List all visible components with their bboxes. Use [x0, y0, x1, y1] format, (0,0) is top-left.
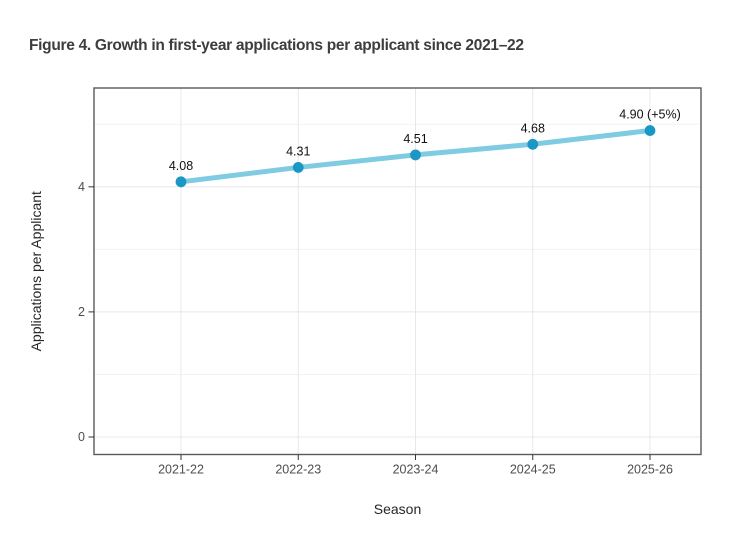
data-point: [292, 162, 304, 173]
x-tick-label: 2024-25: [510, 463, 556, 477]
data-point: [410, 149, 421, 161]
x-tick-label: 2023-24: [393, 463, 439, 477]
x-tick-label: 2025-26: [627, 463, 673, 477]
data-point-label: 4.90 (+5%): [619, 108, 681, 122]
data-point-label: 4.31: [286, 144, 310, 158]
figure-title: Figure 4. Growth in first-year applicati…: [29, 37, 524, 54]
x-axis-title: Season: [374, 501, 421, 517]
y-tick-label: 0: [78, 430, 85, 444]
data-point: [527, 138, 539, 150]
y-tick-label: 4: [78, 180, 85, 194]
data-point-label: 4.51: [403, 132, 427, 146]
x-tick-label: 2022-23: [275, 463, 321, 477]
plot-panel: [94, 88, 701, 455]
data-point: [644, 125, 656, 136]
plot-panel-border: [93, 87, 702, 456]
x-tick-label: 2021-22: [158, 463, 204, 477]
y-tick-label: 2: [78, 305, 85, 319]
data-point-label: 4.68: [521, 121, 545, 135]
data-point: [175, 176, 187, 188]
data-point-label: 4.08: [169, 159, 193, 173]
y-axis-title: Applications per Applicant: [28, 191, 44, 351]
